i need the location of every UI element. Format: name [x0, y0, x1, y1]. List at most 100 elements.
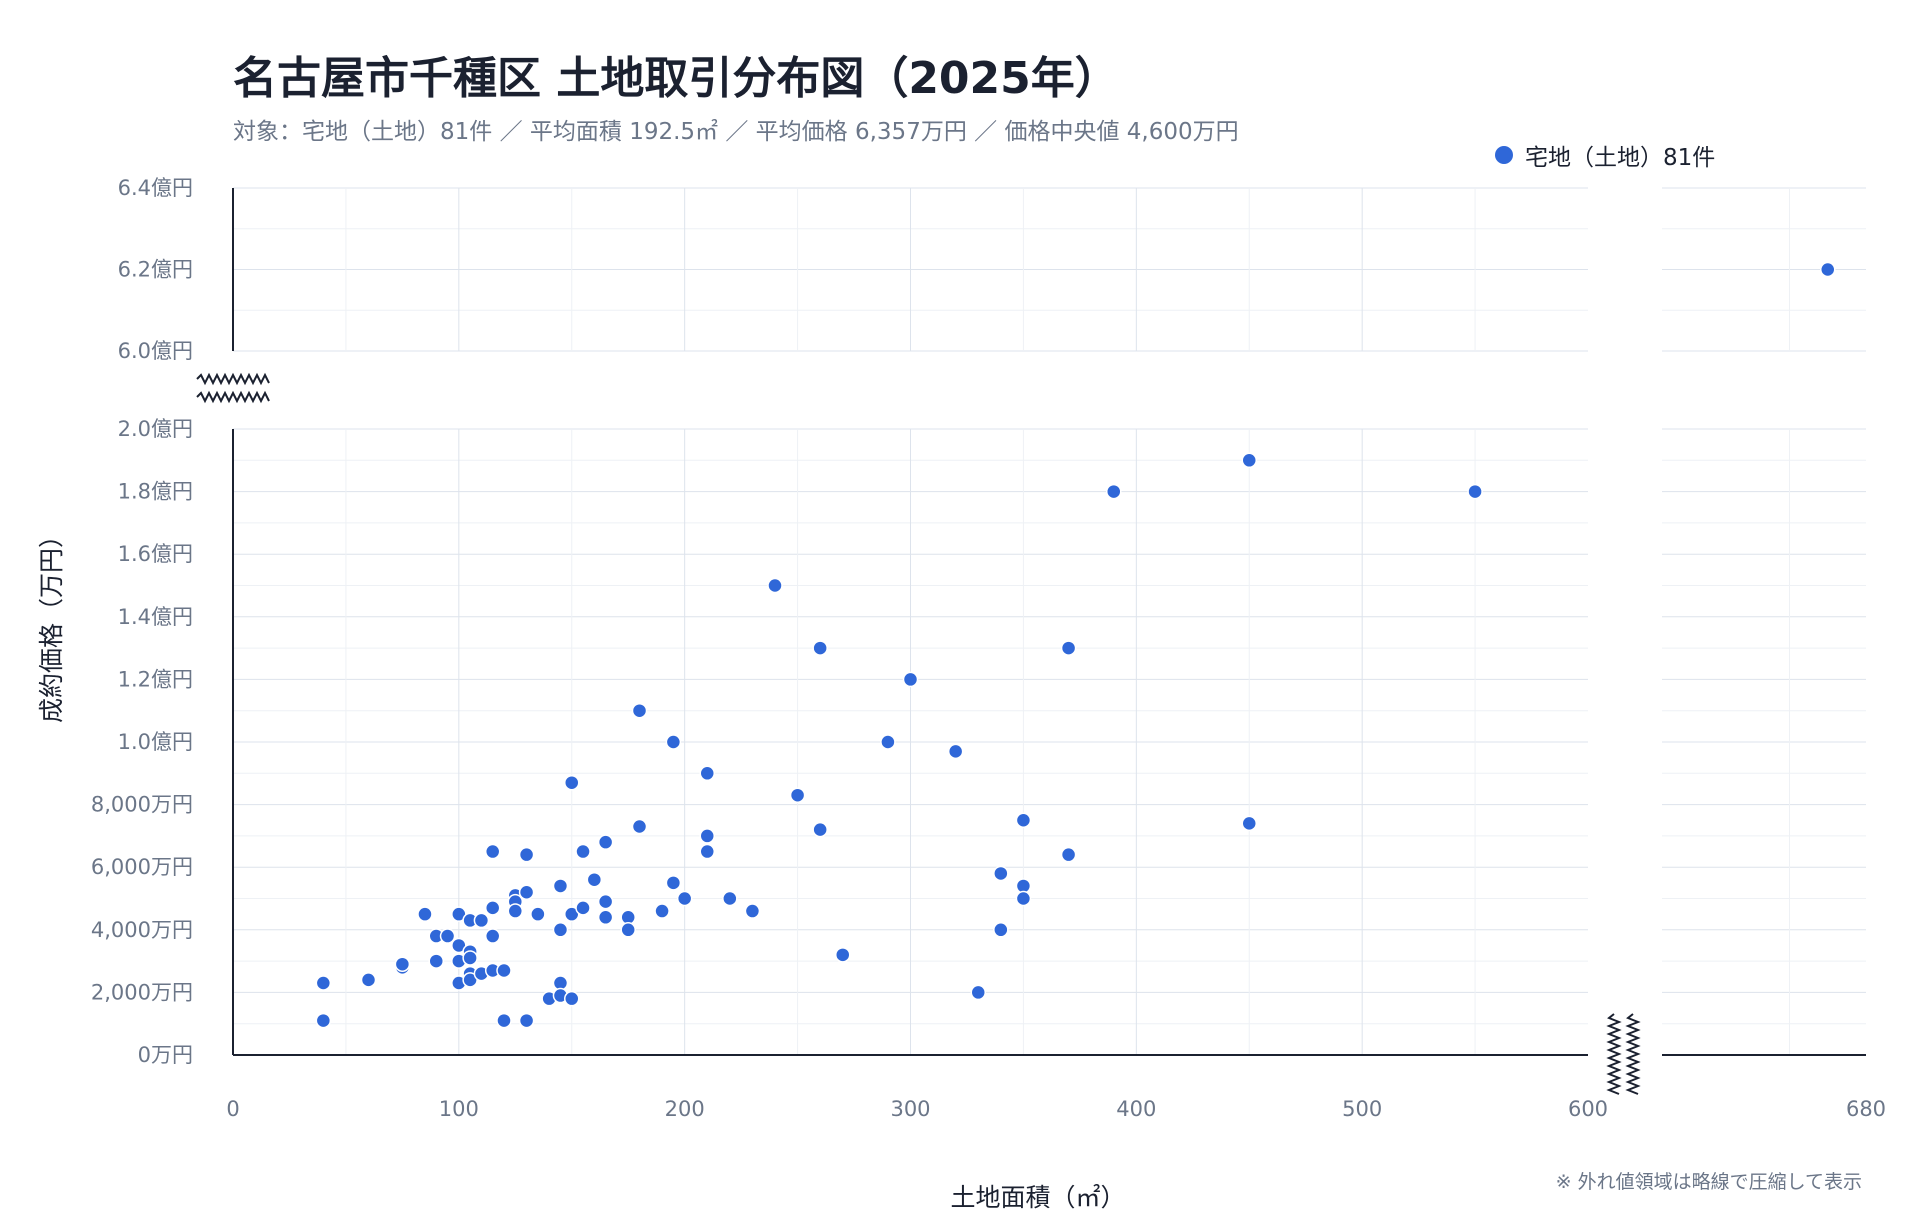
data-point	[880, 734, 896, 750]
data-point	[767, 577, 783, 594]
data-point	[518, 846, 535, 863]
data-point	[417, 906, 433, 922]
x-tick-label: 400	[1116, 1097, 1156, 1121]
y-tick-label: 6.0億円	[118, 339, 193, 363]
data-point	[507, 903, 524, 919]
y-tick-label: 1.0億円	[118, 730, 193, 754]
data-point	[496, 962, 512, 979]
x-axis-label: 土地面積（㎡）	[950, 1183, 1126, 1212]
data-point	[699, 843, 715, 860]
data-point	[360, 972, 377, 988]
data-point	[484, 843, 501, 860]
data-point	[473, 912, 490, 929]
x-tick-label: 300	[890, 1097, 930, 1121]
y-tick-label: 6,000万円	[91, 855, 193, 879]
data-point	[575, 900, 591, 916]
data-point	[552, 922, 569, 938]
data-point	[586, 871, 603, 888]
data-point	[518, 884, 535, 900]
data-point	[597, 909, 614, 926]
data-point	[530, 906, 546, 922]
y-tick-label: 2.0億円	[118, 417, 193, 441]
data-point	[947, 743, 964, 760]
axis-layer	[196, 188, 1866, 1095]
legend-label: 宅地（土地）81件	[1525, 145, 1716, 171]
data-point	[993, 865, 1009, 882]
data-point	[575, 843, 591, 860]
y-tick-label: 1.6億円	[118, 542, 193, 566]
data-point	[789, 787, 806, 803]
data-point	[676, 890, 693, 907]
y-tick-label: 6.4億円	[118, 176, 193, 200]
data-point	[518, 1012, 535, 1029]
data-point	[631, 702, 648, 719]
data-point	[552, 878, 569, 894]
data-point	[1241, 452, 1257, 469]
x-tick-label: 500	[1342, 1097, 1382, 1121]
data-point	[654, 903, 670, 919]
data-point	[428, 953, 444, 969]
x-tick-label: 0	[226, 1097, 239, 1121]
data-point	[1015, 890, 1032, 907]
data-point	[1015, 812, 1032, 828]
data-point	[1467, 483, 1483, 500]
x-axis-break-mark	[1606, 1013, 1622, 1095]
y-axis-label: 成約価格（万円）	[37, 522, 66, 724]
data-point	[315, 1012, 332, 1029]
y-axis-break-mark	[196, 390, 270, 404]
data-point	[484, 900, 501, 916]
data-point	[835, 947, 851, 963]
y-tick-label: 1.4億円	[118, 605, 193, 629]
x-axis-break-mark	[1625, 1013, 1641, 1095]
data-point	[484, 928, 501, 944]
axis-break-note: ※ 外れ値領域は略線で圧縮して表示	[1555, 1171, 1862, 1193]
data-point	[631, 818, 648, 835]
y-tick-label: 1.8億円	[118, 480, 193, 504]
data-point	[1241, 815, 1257, 832]
data-point	[597, 834, 614, 850]
data-point	[665, 734, 682, 750]
data-point	[1060, 640, 1077, 656]
x-tick-label: 100	[439, 1097, 479, 1121]
legend-marker	[1495, 146, 1513, 164]
data-point	[993, 922, 1009, 938]
y-tick-label: 1.2億円	[118, 667, 193, 691]
y-tick-label: 4,000万円	[91, 918, 193, 942]
data-point	[970, 984, 986, 1001]
data-point	[902, 671, 919, 688]
chart-subtitle: 対象：宅地（土地）81件 ／ 平均面積 192.5㎡ ／ 平均価格 6,357万…	[233, 119, 1239, 145]
data-point	[394, 956, 411, 972]
point-layer	[315, 261, 1836, 1029]
tick-layer: 0万円 2,000万円 4,000万円 6,000万円 8,000万円 1.0億円 1.2億…	[91, 176, 1886, 1121]
data-point	[315, 975, 332, 991]
grid-layer	[233, 187, 1866, 1055]
data-point	[665, 875, 682, 891]
data-point	[564, 774, 580, 791]
data-point	[462, 950, 478, 966]
data-point	[812, 821, 828, 838]
chart-title: 名古屋市千種区 土地取引分布図（2025年）	[233, 53, 1119, 104]
data-point	[1820, 261, 1836, 278]
data-point	[812, 640, 828, 656]
data-point	[1106, 483, 1122, 500]
x-tick-label: 200	[665, 1097, 705, 1121]
data-point	[564, 990, 580, 1007]
data-point	[496, 1012, 512, 1029]
x-tick-label: 600	[1568, 1097, 1608, 1121]
data-point	[699, 828, 715, 844]
data-point	[1060, 846, 1077, 863]
x-tick-label: 680	[1846, 1097, 1886, 1121]
y-tick-label: 0万円	[138, 1043, 193, 1067]
data-point	[439, 928, 456, 944]
data-point	[699, 765, 715, 782]
data-point	[620, 922, 636, 938]
legend: 宅地（土地）81件	[1495, 138, 1715, 172]
y-tick-label: 2,000万円	[91, 980, 193, 1004]
data-point	[597, 893, 614, 910]
data-point	[744, 903, 761, 919]
y-axis-break-mark	[196, 372, 270, 386]
y-tick-label: 6.2億円	[118, 258, 193, 282]
y-tick-label: 8,000万円	[91, 793, 193, 817]
data-point	[722, 890, 738, 907]
